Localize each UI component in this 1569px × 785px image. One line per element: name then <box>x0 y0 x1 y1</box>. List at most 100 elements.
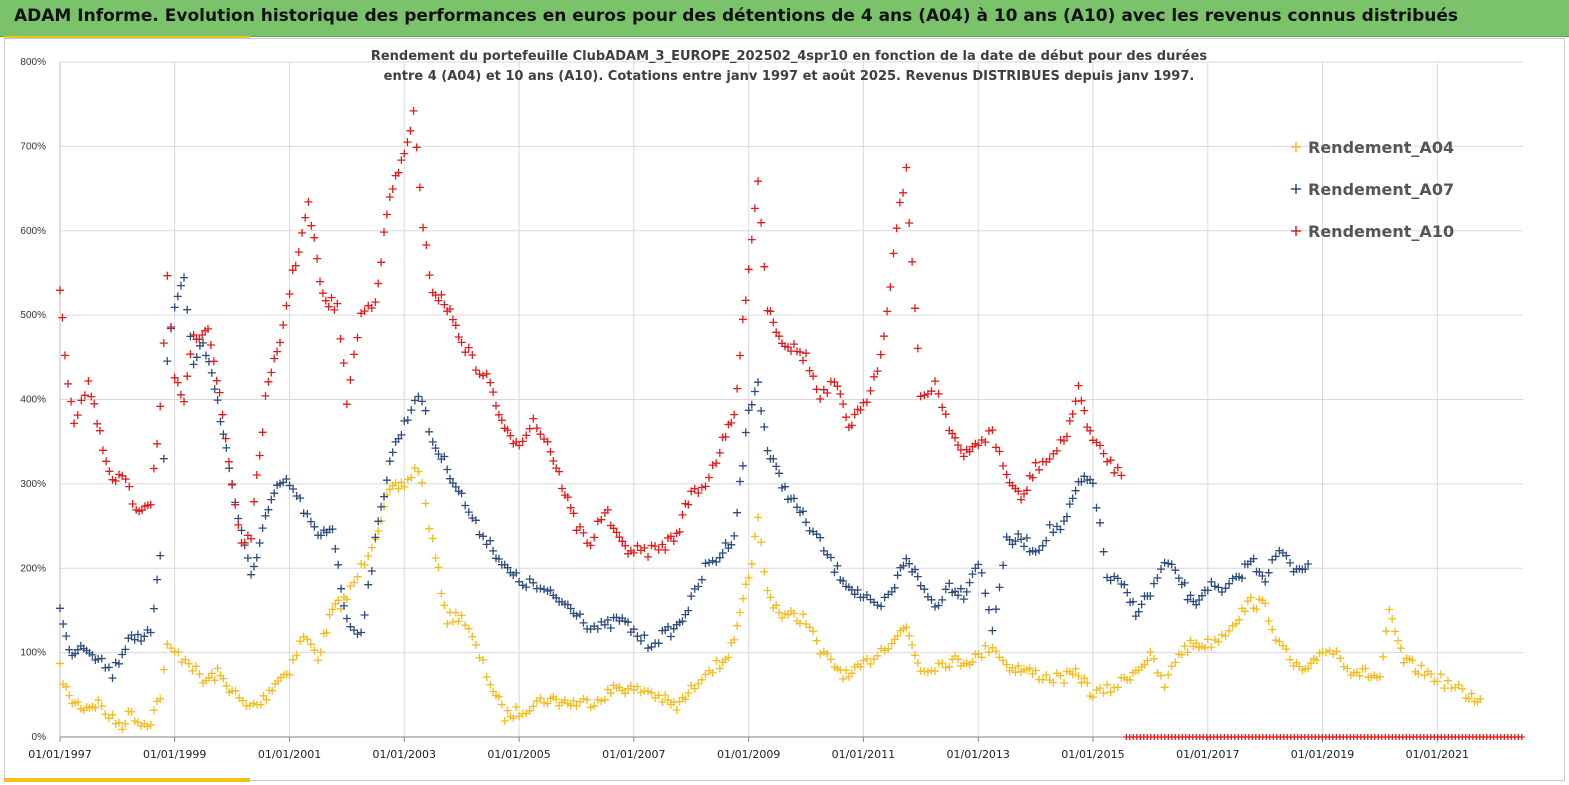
data-point <box>97 654 106 663</box>
data-point <box>56 604 64 613</box>
data-point <box>992 647 1000 656</box>
data-point <box>927 595 936 604</box>
data-point <box>273 347 282 356</box>
y-tick-label: 800% <box>20 57 46 68</box>
data-point <box>431 554 440 562</box>
data-point <box>525 424 534 433</box>
data-point <box>261 511 270 520</box>
data-point <box>105 467 114 476</box>
data-point <box>146 721 155 729</box>
data-point <box>1195 596 1204 604</box>
data-point <box>96 426 104 435</box>
data-point <box>451 321 460 330</box>
data-point <box>1238 574 1246 583</box>
data-point <box>727 418 736 427</box>
data-point <box>1427 670 1435 678</box>
data-point <box>708 461 717 470</box>
data-point <box>146 500 155 509</box>
data-point <box>1099 449 1108 458</box>
data-point <box>908 641 917 649</box>
data-point <box>853 586 862 594</box>
data-point <box>163 271 172 280</box>
data-point <box>261 391 270 400</box>
data-point <box>879 332 888 341</box>
data-point <box>572 611 581 620</box>
data-point <box>672 706 681 715</box>
data-point <box>724 653 733 662</box>
data-point <box>1099 689 1108 698</box>
data-point <box>316 648 325 657</box>
data-point <box>397 156 406 165</box>
data-point <box>216 417 225 426</box>
data-point <box>744 265 753 274</box>
data-point <box>916 392 925 401</box>
data-point <box>984 426 993 435</box>
data-point <box>532 424 541 433</box>
data-point <box>862 591 871 599</box>
data-point <box>1035 465 1044 474</box>
data-point <box>603 505 612 514</box>
data-point <box>418 478 426 487</box>
data-point <box>289 485 298 493</box>
data-point <box>1264 568 1273 577</box>
data-point <box>705 473 713 482</box>
data-point <box>618 537 627 546</box>
data-point <box>140 632 149 641</box>
data-point <box>590 533 599 542</box>
data-point <box>328 605 337 614</box>
data-point <box>839 674 848 683</box>
data-point <box>153 575 162 584</box>
data-point <box>954 591 962 600</box>
data-point <box>394 484 403 493</box>
data-point <box>313 254 322 263</box>
data-point <box>1414 669 1423 678</box>
data-point <box>1077 396 1086 405</box>
data-point <box>873 601 882 610</box>
data-point <box>306 640 315 649</box>
data-point <box>669 624 678 633</box>
data-point <box>1385 605 1394 614</box>
data-point <box>1056 525 1065 534</box>
data-point <box>1045 520 1054 529</box>
data-point <box>543 437 552 446</box>
data-point <box>310 646 319 655</box>
data-point <box>629 625 638 634</box>
data-point <box>156 551 165 560</box>
data-point <box>258 428 267 437</box>
data-point <box>292 651 301 660</box>
data-point <box>1086 426 1095 435</box>
data-point <box>213 396 222 405</box>
data-point <box>174 648 183 657</box>
data-point <box>288 266 297 275</box>
data-point <box>65 645 74 654</box>
data-point <box>189 330 198 339</box>
data-point <box>314 656 322 665</box>
data-point <box>159 665 168 674</box>
data-point <box>579 694 588 703</box>
data-point <box>938 659 947 667</box>
data-point <box>612 528 621 537</box>
data-point <box>252 553 261 562</box>
data-point <box>440 452 449 461</box>
data-point <box>415 183 424 192</box>
data-point <box>206 341 215 349</box>
data-point <box>210 385 219 394</box>
data-point <box>108 710 117 719</box>
data-point <box>733 621 742 630</box>
data-point <box>1467 689 1476 698</box>
data-point <box>941 663 950 672</box>
data-point <box>1379 652 1387 661</box>
data-point <box>492 401 500 410</box>
data-point <box>210 676 219 685</box>
data-point <box>1214 637 1223 646</box>
data-point <box>899 561 908 570</box>
data-point <box>1035 546 1044 555</box>
data-point <box>823 649 832 658</box>
data-point <box>913 344 922 353</box>
data-point <box>412 143 421 152</box>
data-point <box>675 527 684 536</box>
data-point <box>461 348 470 357</box>
data-point <box>977 568 986 577</box>
data-point <box>923 668 932 676</box>
data-point <box>579 618 588 627</box>
